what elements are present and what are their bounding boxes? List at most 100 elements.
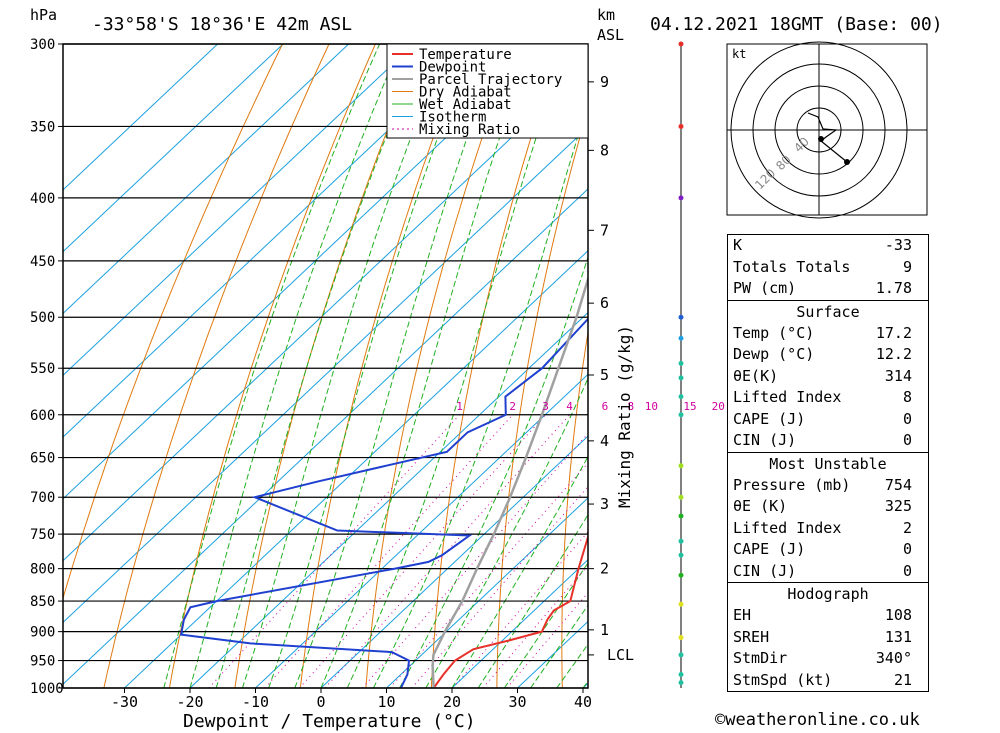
isotherm-line [386, 497, 588, 688]
temp-tick-label: 30 [508, 693, 526, 711]
mu-theta-label: θE (K) [733, 497, 788, 515]
hpa-label: hPa [30, 6, 57, 24]
surface-temp-label: Temp (°C) [733, 323, 815, 342]
hodograph-unit: kt [732, 47, 746, 61]
surface-title: Surface [728, 299, 928, 323]
legend-label-wet-adiabat: Wet Adiabat [419, 97, 512, 113]
pressure-tick-label: 400 [30, 191, 55, 207]
temp-tick-label: 0 [316, 693, 325, 711]
hodograph-title: Hodograph [728, 582, 928, 605]
surface-cin-value: 0 [902, 431, 912, 449]
isotherm-line [63, 44, 480, 438]
wind-level-marker [678, 375, 684, 381]
pressure-tick-label: 450 [30, 254, 55, 270]
wind-level-marker [678, 680, 684, 686]
isotherm-line [63, 44, 218, 191]
sreh-value: 131 [884, 627, 912, 646]
pressure-tick-label: 500 [30, 310, 55, 326]
mixing-ratio-label: 8 [627, 400, 634, 413]
k-index-value: -33 [884, 236, 912, 254]
mu-cin-value: 0 [902, 561, 912, 580]
mu-theta-value: 325 [884, 497, 912, 515]
x-axis-label: Dewpoint / Temperature (°C) [183, 711, 476, 732]
eh-label: EH [733, 606, 752, 624]
sreh-label: SREH [733, 627, 770, 646]
surface-dewp-label: Dewp (°C) [733, 345, 815, 363]
wet-adiabat-line [215, 44, 424, 688]
dry-adiabat-line [234, 44, 423, 688]
most-unstable-title: Most Unstable [728, 451, 928, 475]
wind-level-marker [678, 513, 684, 519]
km-tick-label: 4 [600, 432, 609, 450]
isotherm-line [63, 44, 546, 500]
wind-level-marker [678, 360, 684, 366]
plot-frame [62, 43, 589, 689]
wind-level-marker [678, 335, 684, 341]
wind-level-marker [678, 195, 684, 201]
wind-level-marker [678, 671, 684, 677]
mixing-ratio-label: 1 [456, 400, 463, 413]
totals-totals-value: 9 [902, 257, 912, 276]
legend-label-dewpoint: Dewpoint [419, 60, 486, 76]
dry-adiabat-line [496, 106, 588, 688]
legend-label-parcel: Parcel Trajectory [419, 72, 562, 88]
km-tick-label: 8 [600, 141, 609, 159]
wind-level-marker [678, 635, 684, 641]
isotherm-line [63, 126, 588, 624]
isotherm-line [63, 44, 349, 315]
surface-li-label: Lifted Index [733, 388, 842, 406]
km-tick-label: 9 [600, 73, 609, 91]
legend-label-mixing-ratio: Mixing Ratio [419, 122, 520, 138]
mixing-ratio-line [482, 564, 588, 688]
temp-tick-label: -20 [176, 693, 203, 711]
legend-label-dry-adiabat: Dry Adiabat [419, 85, 512, 101]
stmdir-label: StmDir [733, 649, 788, 667]
dry-adiabat-line [625, 44, 701, 688]
mu-li-value: 2 [902, 518, 912, 537]
mixing-ratio-line [208, 414, 460, 688]
totals-totals-label: Totals Totals [733, 257, 851, 276]
pressure-tick-label: 950 [30, 654, 55, 670]
mu-cin-label: CIN (J) [733, 561, 797, 580]
storm-motion-marker [818, 136, 824, 142]
isotherm-line [63, 44, 284, 253]
surface-temp-value: 17.2 [875, 323, 912, 342]
km-tick-label: 5 [600, 366, 609, 384]
wind-level-marker [678, 314, 684, 320]
pw-value: 1.78 [875, 279, 912, 297]
pressure-tick-label: 800 [30, 562, 55, 578]
wind-level-marker [678, 601, 684, 607]
km-tick-label: 6 [600, 294, 609, 312]
surface-cin-label: CIN (J) [733, 431, 797, 449]
legend-label-isotherm: Isotherm [419, 110, 486, 126]
mixing-ratio-axis-label: Mixing Ratio (g/kg) [615, 325, 634, 508]
eh-value: 108 [884, 606, 912, 624]
isotherm-line [63, 188, 588, 685]
wind-level-marker [678, 538, 684, 544]
surface-cape-value: 0 [902, 409, 912, 428]
parcel-trajectory-line [431, 275, 588, 688]
stmspd-value: 21 [893, 670, 912, 689]
mixing-ratio-label: 10 [645, 400, 658, 413]
indices-table: K -33 Totals Totals 9 PW (cm) 1.78 Surface … [727, 234, 929, 692]
pressure-tick-label: 600 [30, 408, 55, 424]
pressure-tick-label: 650 [30, 451, 55, 467]
credit-link[interactable]: ©weatheronline.co.uk [715, 710, 920, 730]
surface-dewp-value: 12.2 [875, 345, 912, 363]
mu-cape-value: 0 [902, 540, 912, 558]
wind-level-marker [678, 41, 684, 47]
mixing-ratio-label: 2 [509, 400, 516, 413]
wind-level-marker [678, 123, 684, 129]
pressure-tick-label: 300 [30, 37, 55, 53]
legend-label-temperature: Temperature [419, 47, 512, 63]
temp-tick-label: 10 [377, 693, 395, 711]
asl-label: ASL [597, 26, 624, 44]
wind-level-marker [678, 572, 684, 578]
hodograph-end-point [844, 159, 850, 165]
temp-tick-label: -10 [242, 693, 269, 711]
km-tick-label: 7 [600, 221, 609, 239]
temperature-line [432, 533, 588, 688]
pressure-tick-label: 850 [30, 594, 55, 610]
